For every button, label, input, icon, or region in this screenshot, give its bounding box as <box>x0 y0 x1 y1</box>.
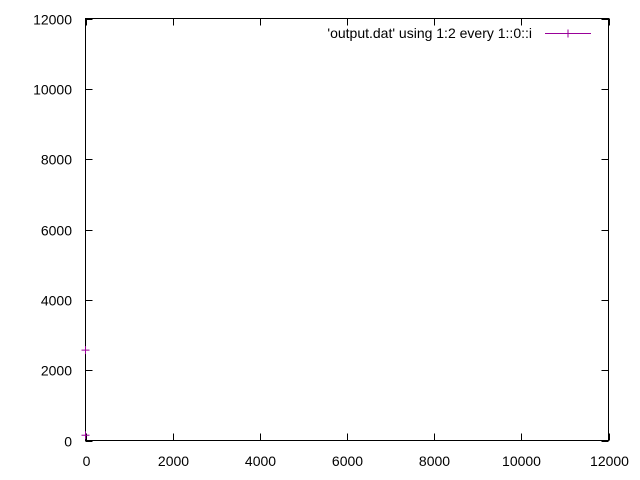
legend-entry-label: 'output.dat' using 1:2 every 1::0::i <box>327 25 532 41</box>
y-tick-label: 0 <box>64 434 72 450</box>
data-point <box>81 431 90 440</box>
x-tick-label: 6000 <box>332 453 363 469</box>
x-tick-label: 10000 <box>502 453 541 469</box>
data-point <box>81 346 90 355</box>
y-tick-label: 2000 <box>41 363 72 379</box>
y-tick-label: 6000 <box>41 223 72 239</box>
y-tick-label: 12000 <box>33 12 72 28</box>
y-tick-label: 8000 <box>41 152 72 168</box>
x-tick-label: 2000 <box>158 453 189 469</box>
x-tick-label: 0 <box>83 453 91 469</box>
y-tick-label: 10000 <box>33 82 72 98</box>
ticks: 0 2000 4000 6000 8000 10000 12000 0 2000 4000 6000… <box>33 12 629 470</box>
legend: 'output.dat' using 1:2 every 1::0::i <box>327 25 591 41</box>
data-marks <box>81 346 90 440</box>
x-tick-label: 12000 <box>590 453 629 469</box>
y-tick-label: 4000 <box>41 293 72 309</box>
x-tick-label: 8000 <box>419 453 450 469</box>
x-tick-label: 4000 <box>245 453 276 469</box>
